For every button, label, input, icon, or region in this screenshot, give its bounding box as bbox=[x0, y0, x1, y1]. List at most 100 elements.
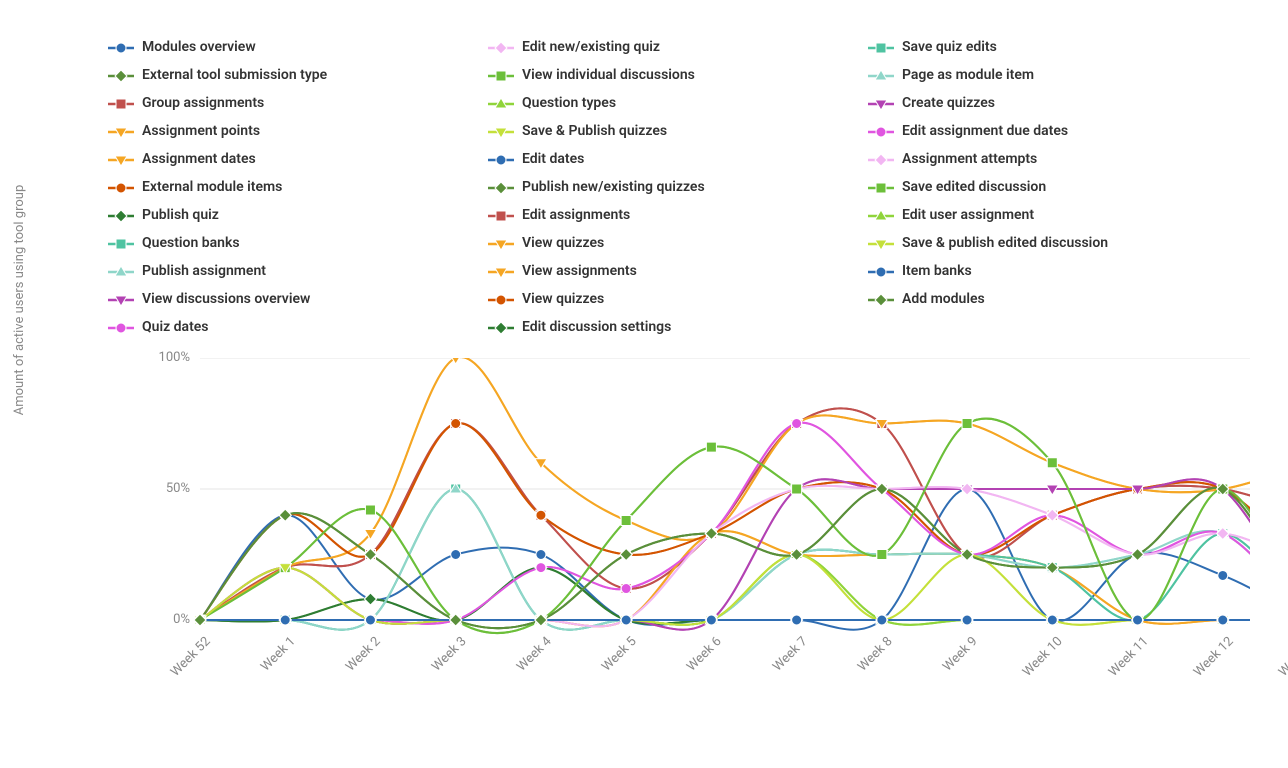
series-marker-edit-assignment-due-dates[interactable] bbox=[536, 563, 546, 573]
legend-label: Add modules bbox=[902, 291, 985, 307]
series-marker-item-banks[interactable] bbox=[877, 615, 887, 625]
series-marker-edit-assignment-due-dates[interactable] bbox=[621, 584, 631, 594]
legend-swatch-assignment-attempts bbox=[868, 152, 894, 166]
legend-label: Edit assignment due dates bbox=[902, 123, 1068, 139]
legend-item-quiz-dates[interactable]: Quiz dates bbox=[108, 316, 488, 338]
legend-item-assignment-dates[interactable]: Assignment dates bbox=[108, 148, 488, 170]
series-marker-item-banks[interactable] bbox=[365, 615, 375, 625]
legend-item-view-quizzes-2[interactable]: View quizzes bbox=[488, 288, 868, 310]
legend-item-save-quiz-edits[interactable]: Save quiz edits bbox=[868, 36, 1248, 58]
legend-item-save-publish-edited-discussion[interactable]: Save & publish edited discussion bbox=[868, 232, 1248, 254]
legend-item-publish-assignment[interactable]: Publish assignment bbox=[108, 260, 488, 282]
series-marker-item-banks[interactable] bbox=[1218, 615, 1228, 625]
series-marker-add-modules[interactable] bbox=[279, 509, 291, 521]
legend-swatch-view-quizzes-2 bbox=[488, 292, 514, 306]
legend-item-save-publish-quizzes[interactable]: Save & Publish quizzes bbox=[488, 120, 868, 142]
legend-item-modules-overview[interactable]: Modules overview bbox=[108, 36, 488, 58]
series-marker-save-edited-discussion[interactable] bbox=[792, 484, 802, 494]
legend-item-edit-new-existing-quiz[interactable]: Edit new/existing quiz bbox=[488, 36, 868, 58]
legend-item-question-types[interactable]: Question types bbox=[488, 92, 868, 114]
series-marker-save-edited-discussion[interactable] bbox=[706, 442, 716, 452]
series-marker-item-banks[interactable] bbox=[1047, 615, 1057, 625]
legend-swatch-save-publish-quizzes bbox=[488, 124, 514, 138]
legend-item-view-assignments[interactable]: View assignments bbox=[488, 260, 868, 282]
legend-swatch-external-module-items bbox=[108, 180, 134, 194]
series-marker-item-banks[interactable] bbox=[962, 615, 972, 625]
series-marker-edit-assignment-due-dates[interactable] bbox=[792, 419, 802, 429]
legend-swatch-edit-assignments bbox=[488, 208, 514, 222]
series-marker-item-banks[interactable] bbox=[792, 615, 802, 625]
series-marker-add-modules[interactable] bbox=[620, 549, 632, 561]
legend-item-question-banks[interactable]: Question banks bbox=[108, 232, 488, 254]
legend-swatch-modules-overview bbox=[108, 40, 134, 54]
legend-label: Save edited discussion bbox=[902, 179, 1046, 195]
legend-label: Assignment attempts bbox=[902, 151, 1037, 167]
legend-label: Assignment points bbox=[142, 123, 260, 139]
legend-item-external-module-items[interactable]: External module items bbox=[108, 176, 488, 198]
series-marker-save-edited-discussion[interactable] bbox=[621, 515, 631, 525]
series-marker-item-banks[interactable] bbox=[706, 615, 716, 625]
legend-swatch-question-banks bbox=[108, 236, 134, 250]
legend-item-publish-quiz[interactable]: Publish quiz bbox=[108, 204, 488, 226]
legend-swatch-edit-dates bbox=[488, 152, 514, 166]
series-marker-save-edited-discussion[interactable] bbox=[962, 419, 972, 429]
legend-item-view-individual-discussions[interactable]: View individual discussions bbox=[488, 64, 868, 86]
series-line-create-quizzes bbox=[200, 479, 1250, 629]
series-marker-view-quizzes-2[interactable] bbox=[451, 419, 461, 429]
legend-swatch-publish-quiz bbox=[108, 208, 134, 222]
legend-swatch-external-tool-submission bbox=[108, 68, 134, 82]
y-tick-label: 100% bbox=[146, 350, 190, 365]
legend-swatch-view-quizzes-1 bbox=[488, 236, 514, 250]
legend-item-item-banks[interactable]: Item banks bbox=[868, 260, 1248, 282]
series-marker-item-banks[interactable] bbox=[280, 615, 290, 625]
series-marker-modules-overview[interactable] bbox=[451, 550, 461, 560]
legend-swatch-question-types bbox=[488, 96, 514, 110]
chart-svg bbox=[50, 358, 1250, 738]
legend-label: Publish new/existing quizzes bbox=[522, 179, 705, 195]
legend-label: Edit assignments bbox=[522, 207, 630, 223]
legend-item-external-tool-submission[interactable]: External tool submission type bbox=[108, 64, 488, 86]
series-marker-save-edited-discussion[interactable] bbox=[1047, 458, 1057, 468]
series-marker-modules-overview[interactable] bbox=[536, 550, 546, 560]
legend-item-edit-dates[interactable]: Edit dates bbox=[488, 148, 868, 170]
legend-item-page-as-module-item[interactable]: Page as module item bbox=[868, 64, 1248, 86]
legend-item-edit-assignment-due-dates[interactable]: Edit assignment due dates bbox=[868, 120, 1248, 142]
legend-item-assignment-points[interactable]: Assignment points bbox=[108, 120, 488, 142]
legend-label: Create quizzes bbox=[902, 95, 995, 111]
legend-label: Assignment dates bbox=[142, 151, 256, 167]
y-tick-label: 0% bbox=[146, 612, 190, 627]
legend-swatch-assignment-points bbox=[108, 124, 134, 138]
series-marker-save-edited-discussion[interactable] bbox=[365, 505, 375, 515]
legend-item-save-edited-discussion[interactable]: Save edited discussion bbox=[868, 176, 1248, 198]
x-tick-label: Week 13 bbox=[1254, 634, 1288, 701]
legend-label: Save & Publish quizzes bbox=[522, 123, 667, 139]
legend-swatch-edit-user-assignment bbox=[868, 208, 894, 222]
series-marker-edit-discussion-settings[interactable] bbox=[364, 593, 376, 605]
legend-swatch-save-edited-discussion bbox=[868, 180, 894, 194]
legend-label: Modules overview bbox=[142, 39, 256, 55]
series-marker-item-banks[interactable] bbox=[621, 615, 631, 625]
legend-swatch-item-banks bbox=[868, 264, 894, 278]
legend-item-group-assignments[interactable]: Group assignments bbox=[108, 92, 488, 114]
legend-label: Edit discussion settings bbox=[522, 319, 671, 335]
legend-item-assignment-attempts[interactable]: Assignment attempts bbox=[868, 148, 1248, 170]
legend-item-publish-new-existing-quizzes[interactable]: Publish new/existing quizzes bbox=[488, 176, 868, 198]
series-marker-item-banks[interactable] bbox=[1133, 615, 1143, 625]
legend-item-edit-assignments[interactable]: Edit assignments bbox=[488, 204, 868, 226]
series-marker-view-quizzes-2[interactable] bbox=[536, 510, 546, 520]
legend-item-edit-discussion-settings[interactable]: Edit discussion settings bbox=[488, 316, 868, 338]
legend-item-view-quizzes-1[interactable]: View quizzes bbox=[488, 232, 868, 254]
legend-label: View quizzes bbox=[522, 291, 604, 307]
series-line-group-assignments bbox=[200, 408, 1250, 620]
legend-item-edit-user-assignment[interactable]: Edit user assignment bbox=[868, 204, 1248, 226]
legend-label: Page as module item bbox=[902, 67, 1034, 83]
legend-swatch-publish-new-existing-quizzes bbox=[488, 180, 514, 194]
legend-label: Edit new/existing quiz bbox=[522, 39, 660, 55]
legend-item-add-modules[interactable]: Add modules bbox=[868, 288, 1248, 310]
legend-item-create-quizzes[interactable]: Create quizzes bbox=[868, 92, 1248, 114]
series-marker-save-edited-discussion[interactable] bbox=[877, 550, 887, 560]
legend-item-view-discussions-overview[interactable]: View discussions overview bbox=[108, 288, 488, 310]
series-marker-modules-overview[interactable] bbox=[1218, 570, 1228, 580]
legend-label: Publish assignment bbox=[142, 263, 266, 279]
legend-swatch-save-publish-edited-discussion bbox=[868, 236, 894, 250]
